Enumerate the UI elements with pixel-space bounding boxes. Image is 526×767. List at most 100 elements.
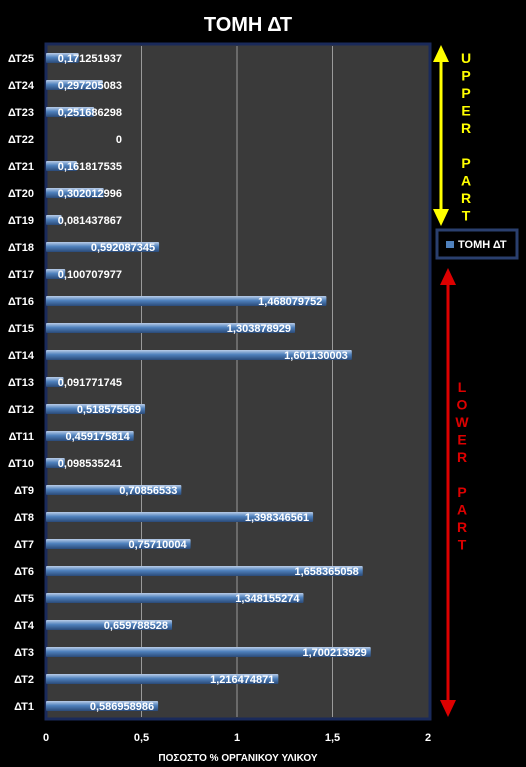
upper-part-letter: U [461,50,471,66]
category-label: ΔΤ19 [8,215,34,227]
upper-part-letter: T [462,208,471,224]
category-label: ΔΤ12 [8,404,34,416]
data-label: 1,468079752 [258,296,322,308]
data-label: 0,171251937 [58,53,122,65]
category-label: ΔΤ21 [8,161,34,173]
category-label: ΔΤ2 [14,674,34,686]
category-label: ΔΤ3 [14,647,34,659]
x-tick-label: 0,5 [134,732,149,744]
data-label: 1,601130003 [284,350,348,362]
category-label: ΔΤ15 [8,323,34,335]
grid-lines [141,46,333,717]
upper-part-letter: R [461,120,471,136]
data-label: 0,251686298 [58,107,122,119]
x-axis-label: ΠΟΣΟΣΤΟ % ΟΡΓΑΝΙΚΟΥ ΥΛΙΚΟΥ [158,753,318,764]
bar [46,296,327,306]
lower-part-letter: R [457,519,467,535]
x-tick-label: 2 [425,732,431,744]
data-label: 1,398346561 [245,512,309,524]
category-label: ΔΤ10 [8,458,34,470]
bar [46,647,371,657]
upper-part-letter: R [461,190,471,206]
category-label: ΔΤ5 [14,593,34,605]
category-label: ΔΤ22 [8,134,34,146]
data-labels: 0,586958986 1,216474871 1,700213929 0,65978… [58,53,367,713]
bar [46,323,296,333]
chart-title: ΤΟΜΗ ΔΤ [204,14,292,36]
category-label: ΔΤ14 [8,350,35,362]
data-label: 0,100707977 [58,269,122,281]
category-label: ΔΤ8 [14,512,34,524]
category-label: ΔΤ7 [14,539,34,551]
bar [46,377,64,387]
upper-part-arrow [433,45,449,226]
bar [46,107,95,117]
data-label: 0,302012996 [58,188,122,200]
lower-part-letter: E [457,432,466,448]
data-label: 0,70856533 [119,485,177,497]
upper-part-letter: E [461,103,470,119]
data-label: 1,303878929 [227,323,291,335]
x-tick-label: 1 [234,732,240,744]
x-tick-label: 1,5 [325,732,340,744]
bar [46,161,77,171]
data-label: 0,091771745 [58,377,122,389]
category-label: ΔΤ9 [14,485,34,497]
lower-arrowhead-down [440,700,456,717]
legend-label: ΤΟΜΗ ΔΤ [458,239,507,251]
data-label: 0,081437867 [58,215,122,227]
category-label: ΔΤ24 [8,80,35,92]
lower-arrowhead-up [440,268,456,285]
bar [46,701,159,711]
lower-part-letter: R [457,449,467,465]
bar [46,593,304,603]
category-labels: ΔΤ1 ΔΤ2 ΔΤ3 ΔΤ4 ΔΤ5 ΔΤ6 ΔΤ7 ΔΤ8 ΔΤ9 ΔΤ10 ΔΤ11 ΔΤ12 Δ… [8,53,35,713]
legend: ΤΟΜΗ ΔΤ [435,228,519,260]
x-tick-label: 0 [43,732,49,744]
bar [46,674,279,684]
bar [46,215,62,225]
bar [46,350,352,360]
x-tick-labels: 0 0,5 1 1,5 2 [43,732,431,744]
lower-part-letter: W [455,414,469,430]
category-label: ΔΤ1 [14,701,34,713]
data-label: 0 [116,134,122,146]
lower-part-letter: L [458,379,467,395]
bar [46,512,314,522]
category-label: ΔΤ4 [14,620,35,632]
category-label: ΔΤ6 [14,566,34,578]
data-label: 0,592087345 [91,242,155,254]
bar [46,53,79,63]
upper-part-letter: P [461,68,470,84]
upper-arrowhead-up [433,45,449,62]
data-label: 0,659788528 [104,620,168,632]
data-label: 0,161817535 [58,161,122,173]
bars-group [46,53,371,711]
lower-part-letter: P [457,484,466,500]
data-label: 0,297205083 [58,80,122,92]
category-label: ΔΤ16 [8,296,34,308]
data-label: 1,700213929 [303,647,367,659]
upper-arrowhead-down [433,209,449,226]
bar [46,539,191,549]
lower-part-letter: T [458,537,467,553]
data-label: 0,518575569 [77,404,141,416]
bar [46,269,66,279]
upper-part-letter: A [461,173,471,189]
data-label: 1,658365058 [295,566,359,578]
category-label: ΔΤ20 [8,188,34,200]
bar [46,80,103,90]
data-label: 0,459175814 [65,431,130,443]
legend-swatch [446,241,454,248]
bar [46,620,173,630]
bar [46,404,146,414]
bar [46,188,104,198]
plot-area [44,42,432,721]
data-label: 0,586958986 [90,701,154,713]
category-label: ΔΤ13 [8,377,34,389]
category-label: ΔΤ18 [8,242,34,254]
data-label: 1,216474871 [210,674,274,686]
lower-part-letter: O [457,397,468,413]
lower-part-letter: A [457,502,467,518]
